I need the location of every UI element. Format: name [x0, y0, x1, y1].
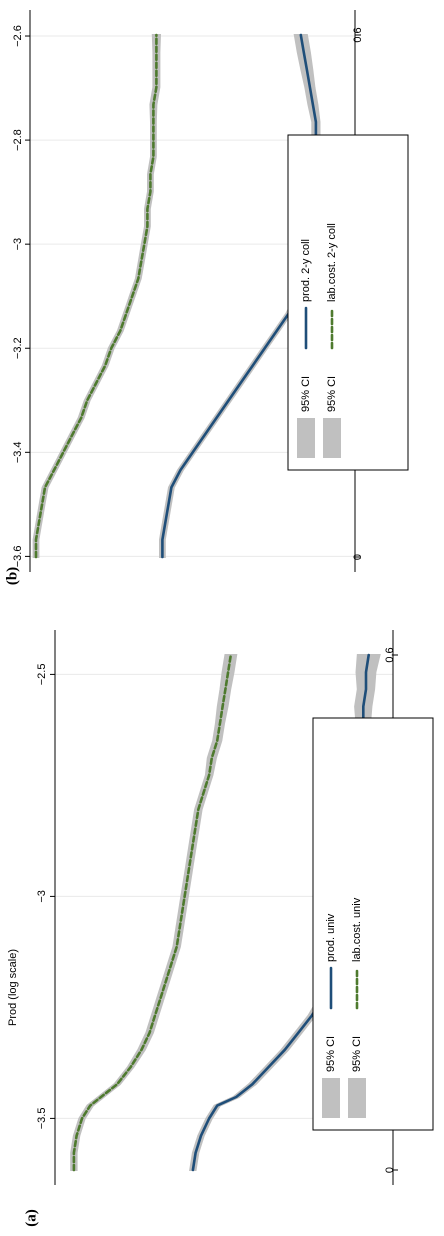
x-tick-label: 0.6	[384, 647, 396, 662]
x-tick-label: 0	[352, 554, 364, 560]
ci-band	[70, 654, 238, 1171]
legend-ci-swatch	[322, 1078, 340, 1118]
series-line-labcost	[72, 653, 233, 1172]
legend-ci-label: 95% CI	[326, 376, 338, 412]
ci-band	[159, 34, 323, 558]
legend-box	[287, 134, 409, 471]
x-tick-label: 0	[384, 1167, 396, 1173]
legend-ci-swatch	[323, 418, 341, 458]
y-tick-label: −2.6	[12, 25, 24, 47]
legend-series-label: lab.cost. univ	[351, 897, 363, 962]
y-tick-label: −3.6	[12, 546, 24, 568]
legend-ci-swatch	[348, 1078, 366, 1118]
y-tick-label: −3.2	[12, 337, 24, 359]
y-tick-label: −3.4	[12, 441, 24, 463]
y-axis-title: Prod (log scale)	[7, 949, 19, 1026]
x-tick-label: 0.6	[352, 27, 364, 42]
legend-series-label: prod. univ	[325, 913, 337, 962]
panel-a: −3.5−3−2.500.20.40.6sharesProd (log scal…	[7, 630, 434, 1227]
legend-ci-label: 95% CI	[325, 1036, 337, 1072]
legend-series-label: prod. 2-y coll	[300, 239, 312, 302]
legend-ci-swatch	[297, 418, 315, 458]
y-tick-label: −3	[36, 890, 48, 903]
y-tick-label: −2.8	[12, 129, 24, 151]
legend: 95% CI prod. univ 95% CI lab.cost. univ	[312, 717, 434, 1131]
legend-ci-label: 95% CI	[351, 1036, 363, 1072]
series-line-labcost	[34, 33, 158, 559]
legend-series-label: lab.cost. 2-y coll	[326, 223, 338, 302]
ci-band	[32, 34, 162, 558]
panel-b: −3.6−3.4−3.2−3−2.8−2.600.20.40.6sharesPr…	[4, 10, 409, 585]
legend-ci-label: 95% CI	[300, 376, 312, 412]
panel-label: (a)	[23, 1209, 39, 1227]
legend: 95% CI prod. 2-y coll 95% CI lab.cost. 2-y …	[287, 134, 409, 471]
y-tick-label: −2.5	[36, 664, 48, 686]
y-tick-label: −3	[12, 238, 24, 251]
legend-box	[312, 717, 434, 1131]
y-tick-label: −3.5	[36, 1108, 48, 1130]
panel-label: (b)	[4, 567, 20, 585]
